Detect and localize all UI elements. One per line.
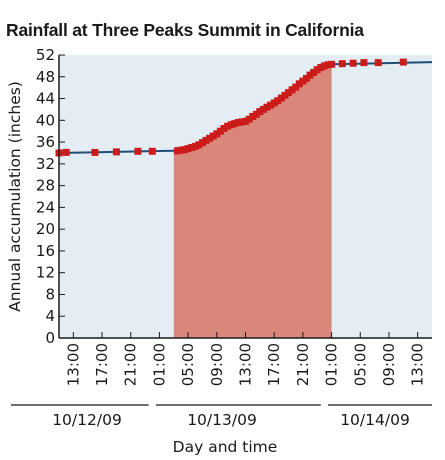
data-marker [374, 59, 382, 67]
chart-title: Rainfall at Three Peaks Summit in Califo… [6, 20, 364, 40]
data-marker [320, 62, 328, 70]
y-tick-label: 32 [36, 155, 55, 173]
y-tick-label: 20 [36, 220, 55, 238]
data-marker [292, 83, 300, 91]
data-marker [206, 134, 214, 142]
data-marker [245, 115, 253, 123]
data-marker [191, 142, 199, 150]
y-tick-label: 44 [36, 90, 55, 108]
data-marker [231, 120, 239, 128]
data-marker [270, 99, 278, 107]
data-marker [209, 132, 217, 140]
y-tick-label: 24 [36, 198, 55, 216]
data-marker [259, 105, 267, 113]
x-tick-label: 01:00 [150, 343, 168, 386]
date-group-label: 10/13/09 [187, 411, 257, 429]
x-tick-label: 09:00 [380, 343, 398, 386]
data-marker [310, 68, 318, 76]
data-marker [349, 59, 357, 67]
data-marker [267, 101, 275, 109]
date-group-label: 10/12/09 [52, 411, 122, 429]
data-marker [303, 74, 310, 82]
y-tick-label: 48 [36, 68, 55, 86]
data-marker [62, 148, 70, 156]
data-marker [91, 148, 99, 156]
data-marker [285, 89, 292, 97]
data-marker [213, 130, 221, 138]
y-tick-label: 12 [36, 264, 55, 282]
y-tick-label: 36 [36, 133, 55, 151]
x-tick-label: 01:00 [323, 343, 341, 386]
data-marker [181, 146, 188, 154]
x-axis-label: Day and time [173, 438, 278, 456]
data-marker [263, 103, 271, 111]
x-tick-label: 13:00 [237, 343, 255, 386]
x-tick-label: 21:00 [294, 343, 312, 386]
x-tick-label: 05:00 [179, 343, 197, 386]
x-tick-label: 09:00 [208, 343, 226, 386]
x-tick-label: 13:00 [409, 343, 427, 386]
data-marker [288, 86, 296, 94]
data-marker [234, 119, 242, 126]
date-group-label: 10/14/09 [340, 411, 410, 429]
data-marker [328, 60, 336, 68]
data-marker [188, 144, 196, 151]
data-marker [274, 97, 282, 105]
x-tick-label: 05:00 [351, 343, 369, 386]
y-tick-label: 28 [36, 177, 55, 195]
x-tick-label: 17:00 [93, 343, 111, 386]
data-marker [195, 141, 203, 149]
y-tick-label: 4 [45, 307, 55, 325]
data-marker [313, 66, 321, 74]
data-marker [242, 117, 249, 125]
data-marker [202, 136, 210, 144]
y-tick-label: 0 [45, 329, 55, 347]
y-tick-label: 40 [36, 111, 55, 129]
y-tick-label: 8 [45, 285, 55, 303]
data-marker [238, 118, 246, 126]
data-marker [220, 125, 228, 132]
x-tick-label: 17:00 [265, 343, 283, 386]
data-marker [295, 80, 303, 88]
data-marker [249, 113, 257, 120]
data-marker [317, 64, 325, 71]
data-marker [177, 146, 185, 154]
data-marker [338, 60, 346, 68]
data-marker [256, 108, 264, 116]
y-axis-label: Annual accumulation (inches) [6, 81, 24, 312]
data-marker [134, 147, 142, 155]
data-marker [112, 148, 120, 156]
data-marker [224, 122, 232, 130]
y-tick-label: 52 [36, 46, 55, 64]
x-tick-label: 21:00 [122, 343, 140, 386]
data-marker [399, 58, 407, 66]
data-marker [277, 94, 285, 102]
data-marker [360, 59, 368, 67]
x-tick-label: 13:00 [64, 343, 82, 386]
highlight-area [173, 64, 332, 339]
data-marker [184, 145, 192, 153]
data-marker [324, 61, 332, 69]
data-marker [299, 77, 307, 85]
y-tick-label: 16 [36, 242, 55, 260]
data-marker [148, 147, 156, 155]
data-marker [216, 127, 224, 135]
